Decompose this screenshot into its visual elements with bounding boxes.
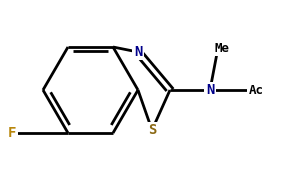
Text: Ac: Ac [248,83,263,96]
Text: S: S [148,123,156,137]
Text: F: F [8,126,16,140]
Text: N: N [206,83,214,97]
Text: N: N [134,45,142,59]
Text: Me: Me [215,42,230,55]
